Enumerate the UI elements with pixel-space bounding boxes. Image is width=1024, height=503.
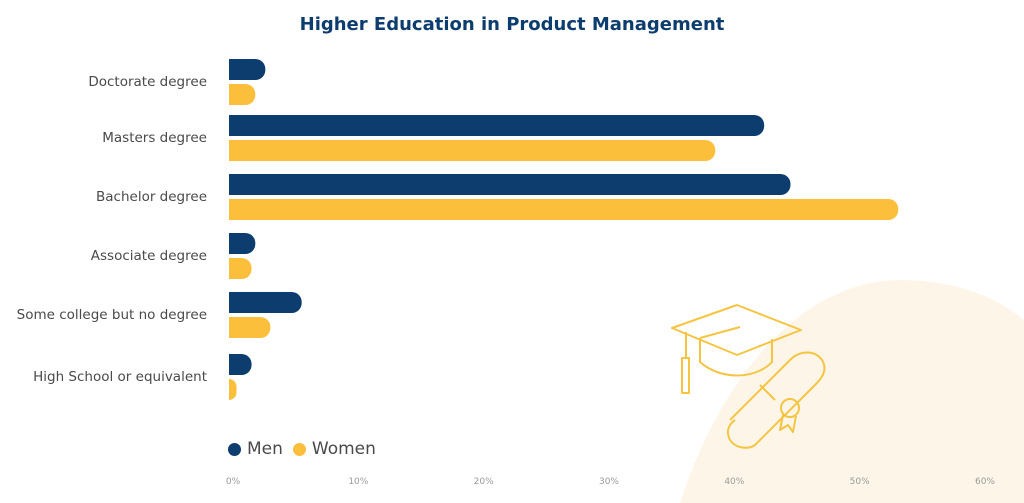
legend-swatch-women — [292, 442, 306, 456]
bar-men — [229, 354, 252, 375]
category-label: High School or equivalent — [33, 369, 207, 385]
bar-women — [229, 317, 271, 338]
bar-men — [229, 115, 765, 136]
bar-men — [229, 174, 791, 195]
x-tick-label: 50% — [850, 477, 870, 487]
legend-item-men: Men — [228, 439, 283, 459]
legend-swatch-men — [228, 442, 241, 456]
x-tick-label: 20% — [474, 477, 494, 487]
x-tick-label: 10% — [348, 477, 368, 487]
bar-men — [229, 233, 256, 254]
category-label: Doctorate degree — [88, 74, 207, 90]
legend-label-women: Women — [311, 439, 376, 459]
bar-men — [229, 59, 266, 80]
background-blob — [680, 280, 1024, 503]
bar-women — [229, 199, 899, 220]
category-label: Bachelor degree — [96, 189, 207, 205]
category-label: Some college but no degree — [17, 307, 207, 323]
x-tick-label: 60% — [975, 477, 995, 487]
x-tick-label: 30% — [599, 477, 619, 487]
category-label: Masters degree — [102, 130, 207, 146]
bar-women — [229, 258, 252, 279]
bar-women — [229, 140, 716, 161]
graduation-cap-icon — [671, 304, 802, 394]
bar-women — [229, 84, 256, 105]
bar-men — [229, 292, 302, 313]
diploma-icon — [726, 351, 826, 449]
legend-label-men: Men — [247, 439, 283, 459]
category-label: Associate degree — [91, 248, 207, 264]
chart-title: Higher Education in Product Management — [299, 14, 725, 35]
x-tick-label: 40% — [724, 477, 744, 487]
legend: Men Women — [228, 439, 386, 459]
x-tick-label: 0% — [226, 477, 241, 487]
bar-women — [229, 379, 237, 400]
legend-item-women: Women — [292, 439, 376, 459]
